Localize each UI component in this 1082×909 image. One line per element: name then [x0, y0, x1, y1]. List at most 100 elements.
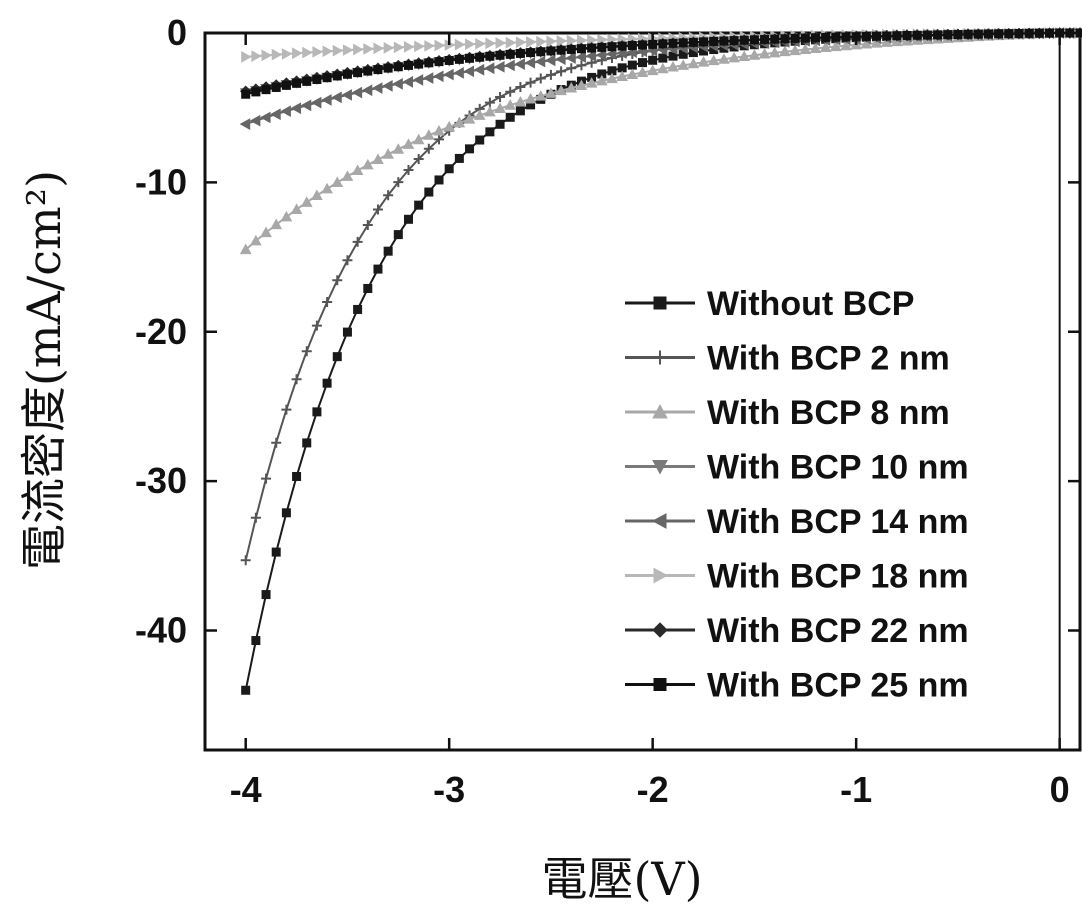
legend-marker — [652, 403, 668, 419]
series-point — [351, 164, 364, 176]
series-point — [809, 42, 822, 54]
legend-marker — [652, 460, 668, 475]
series-point — [546, 46, 556, 56]
series-point — [322, 296, 333, 307]
series-point — [1034, 28, 1044, 38]
series-point — [424, 187, 434, 197]
series-point — [861, 31, 871, 41]
series-point — [443, 68, 454, 81]
series-point — [738, 50, 751, 62]
series-point — [465, 53, 475, 63]
series-point — [292, 78, 302, 88]
series-point — [535, 73, 546, 84]
y-tick-label: -10 — [135, 161, 187, 202]
series-point — [301, 346, 312, 357]
series-point — [718, 53, 730, 64]
series-point — [434, 57, 444, 67]
legend-label: With BCP 25 nm — [707, 667, 969, 705]
series-point — [454, 54, 464, 64]
series-point — [597, 42, 607, 52]
series-point — [556, 45, 566, 55]
series-point — [819, 41, 832, 53]
series-point — [943, 30, 953, 40]
series-point — [393, 62, 403, 72]
series-point — [495, 37, 507, 49]
series-point — [342, 69, 352, 79]
series-point — [595, 49, 607, 61]
series-point — [463, 113, 476, 124]
series-point — [485, 37, 496, 50]
series-point — [382, 148, 394, 159]
series-point — [892, 31, 902, 41]
series-point — [699, 37, 709, 47]
series-point — [403, 214, 413, 224]
series-point — [485, 51, 495, 61]
series-point — [739, 35, 749, 45]
series-point — [841, 32, 851, 42]
series-point — [331, 176, 344, 188]
series-point — [760, 34, 770, 44]
series-point — [475, 135, 485, 145]
series-point — [902, 30, 912, 40]
series-point — [302, 76, 312, 86]
series-point — [870, 37, 883, 48]
series-point — [392, 143, 405, 154]
series-point — [363, 66, 373, 76]
series-point — [341, 170, 354, 181]
series-point — [383, 63, 393, 73]
series-point — [575, 51, 586, 63]
series-point — [260, 111, 271, 124]
series-point — [810, 33, 820, 43]
series-point — [1004, 29, 1014, 39]
series-point — [485, 127, 495, 137]
legend-label: With BCP 18 nm — [707, 558, 969, 596]
series-point — [504, 99, 517, 110]
x-tick-label: -1 — [840, 769, 872, 810]
series-point — [953, 29, 963, 39]
series-point — [790, 33, 800, 43]
series-point — [393, 230, 403, 240]
series-point — [748, 49, 761, 60]
series-point — [860, 37, 873, 49]
series-point — [555, 53, 566, 66]
legend-label: With BCP 22 nm — [707, 612, 969, 650]
plot-border — [203, 31, 1082, 752]
series-point — [312, 407, 322, 417]
series-point — [372, 153, 384, 164]
series-point — [687, 57, 700, 69]
series-point — [292, 47, 303, 60]
series-point — [373, 264, 383, 274]
series-point — [454, 153, 464, 163]
series-point — [414, 40, 425, 53]
series-point — [372, 204, 383, 215]
series-point — [332, 275, 343, 286]
series-point — [251, 87, 261, 97]
series-point — [422, 72, 434, 84]
legend-marker — [651, 513, 667, 529]
series-point — [361, 158, 374, 170]
series-point — [514, 96, 527, 107]
series-point — [311, 320, 322, 331]
series-point — [424, 58, 434, 68]
series-point — [383, 246, 393, 256]
series-point — [800, 33, 810, 43]
legend-marker — [652, 622, 668, 638]
series-point — [963, 29, 973, 39]
series-point — [249, 114, 261, 127]
series-point — [261, 49, 273, 62]
series-point — [241, 51, 252, 63]
x-axis-title: 電壓(V) — [541, 852, 702, 906]
series-point — [393, 177, 404, 188]
y-tick-label: -20 — [135, 311, 187, 352]
series-point — [994, 29, 1004, 39]
series-point — [250, 512, 261, 523]
series-point — [576, 34, 588, 47]
x-tick-label: 0 — [1050, 769, 1070, 810]
series-point — [525, 77, 536, 88]
series-point — [667, 61, 679, 72]
series-point — [373, 65, 383, 75]
series-point — [332, 71, 342, 81]
series-point — [250, 234, 262, 246]
series-point — [342, 44, 354, 56]
